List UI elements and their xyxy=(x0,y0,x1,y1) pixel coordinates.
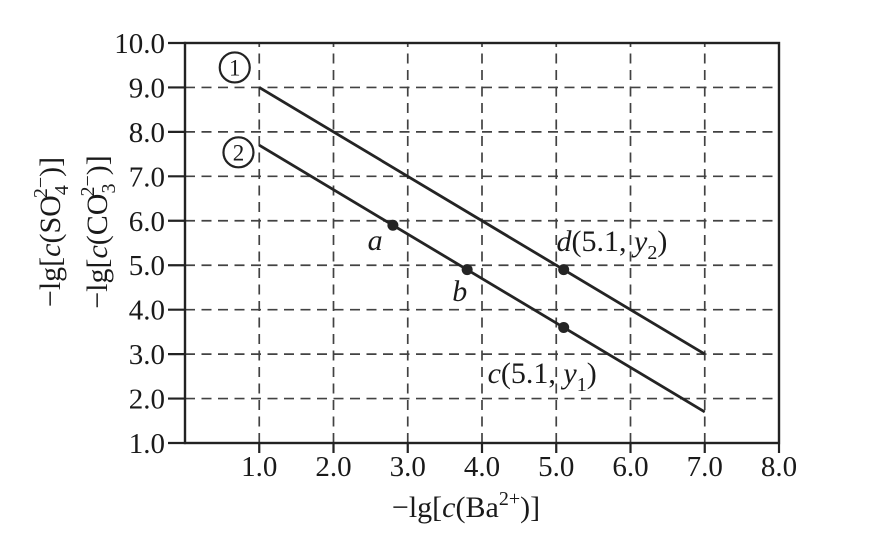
data-point-d xyxy=(558,264,570,276)
y-tick-label: 10.0 xyxy=(114,28,165,60)
data-point-c xyxy=(558,321,570,333)
point-label-d: d(5.1, y2) xyxy=(557,225,668,264)
y-axis-label-1: −lg[c(SO42−)] xyxy=(30,157,73,307)
series-label-circle-2 xyxy=(222,136,255,169)
x-tick-label: 6.0 xyxy=(612,451,648,483)
x-tick-label: 8.0 xyxy=(761,451,797,483)
series-label-number-1: 1 xyxy=(229,55,241,80)
y-tick-label: 1.0 xyxy=(129,428,165,460)
y-tick-label: 2.0 xyxy=(129,384,165,416)
y-tick-label: 8.0 xyxy=(129,117,165,149)
x-axis-label: −lg[c(Ba2+)] xyxy=(392,488,540,524)
point-label-b: b xyxy=(452,275,467,308)
point-label-a: a xyxy=(368,224,383,257)
data-point-b xyxy=(461,264,473,276)
series-label-number-2: 2 xyxy=(233,140,245,165)
data-point-a xyxy=(387,219,399,231)
x-tick-label: 5.0 xyxy=(538,451,574,483)
x-tick-label: 1.0 xyxy=(241,451,277,483)
x-tick-label: 4.0 xyxy=(464,451,500,483)
y-tick-label: 6.0 xyxy=(129,206,165,238)
x-tick-label: 7.0 xyxy=(687,451,723,483)
series-label-circle-1 xyxy=(218,51,251,84)
point-label-c: c(5.1, y1) xyxy=(488,357,597,396)
y-axis-label-2: −lg[c(CO32−)] xyxy=(77,155,120,309)
series-line-1 xyxy=(258,86,706,356)
y-tick-label: 5.0 xyxy=(129,250,165,282)
series-line-2 xyxy=(258,144,706,414)
x-tick-label: 2.0 xyxy=(315,451,351,483)
plot-frame xyxy=(183,41,781,445)
y-tick-label: 9.0 xyxy=(129,72,165,104)
x-tick-label: 3.0 xyxy=(390,451,426,483)
y-tick-label: 4.0 xyxy=(129,295,165,327)
y-tick-label: 3.0 xyxy=(129,339,165,371)
y-tick-label: 7.0 xyxy=(129,161,165,193)
